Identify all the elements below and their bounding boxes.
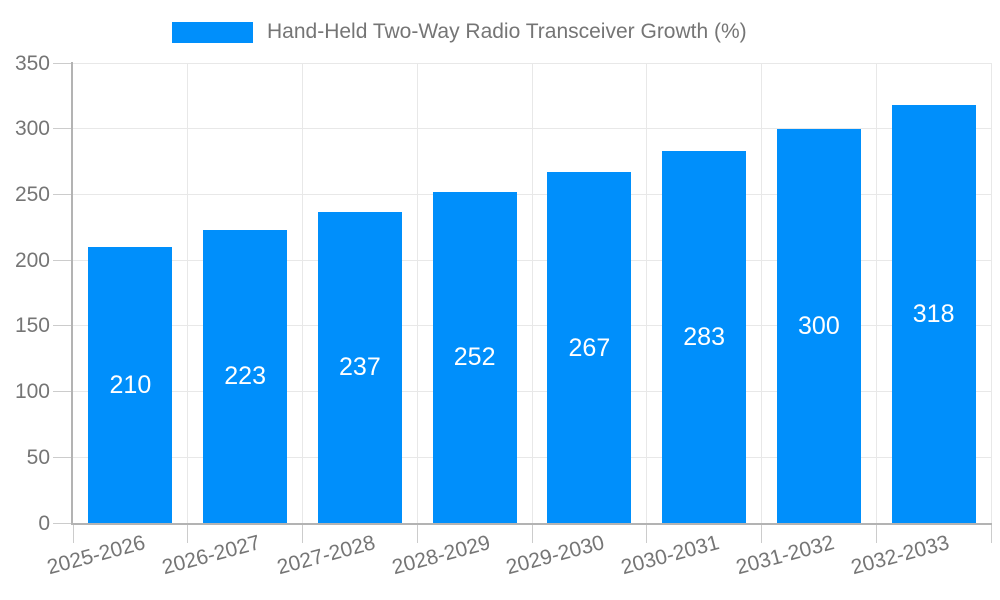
x-axis-tick (72, 523, 74, 543)
bar[interactable] (88, 247, 173, 523)
bar-value-label: 300 (798, 311, 840, 340)
bar[interactable] (891, 105, 976, 523)
x-gridline (646, 63, 648, 523)
bar-value-label: 283 (683, 323, 725, 352)
y-axis-tick (53, 391, 73, 393)
chart-legend[interactable]: Hand-Held Two-Way Radio Transceiver Grow… (172, 18, 747, 46)
y-axis-tick-label: 300 (14, 117, 50, 141)
bar[interactable] (662, 151, 747, 523)
bar[interactable] (432, 191, 517, 523)
x-axis-tick (761, 523, 762, 543)
legend-label: Hand-Held Two-Way Radio Transceiver Grow… (267, 20, 747, 43)
bar[interactable] (203, 229, 288, 523)
x-axis-tick (416, 523, 418, 543)
x-axis-tick (187, 523, 189, 543)
x-axis-tick (531, 523, 533, 543)
y-axis-tick-label: 150 (14, 314, 50, 338)
y-axis-tick (53, 259, 73, 261)
bar-value-label: 267 (568, 333, 611, 362)
y-axis-tick (53, 325, 73, 327)
x-gridline (761, 63, 762, 523)
y-axis-line (71, 62, 73, 525)
bar-value-label: 252 (453, 343, 496, 372)
bar-value-label: 318 (912, 300, 955, 329)
y-axis-tick-label: 0 (38, 511, 50, 535)
y-axis-tick-label: 250 (14, 182, 50, 206)
y-axis-tick (53, 128, 73, 130)
y-axis-tick-label: 100 (14, 380, 50, 404)
x-gridline (416, 63, 418, 523)
legend-swatch-icon[interactable] (172, 21, 253, 43)
x-axis-tick (875, 523, 877, 543)
y-axis-tick-label: 200 (14, 248, 50, 272)
bar[interactable] (547, 172, 632, 523)
bar[interactable] (776, 128, 861, 523)
y-axis-tick (53, 522, 73, 524)
x-gridline (875, 63, 877, 523)
bar-value-label: 210 (109, 371, 152, 399)
bar-value-label: 223 (224, 362, 266, 391)
x-axis-tick (646, 523, 648, 543)
y-axis-tick (53, 62, 73, 64)
bar[interactable] (317, 211, 402, 523)
x-axis-line (71, 523, 992, 525)
x-axis-tick (302, 523, 303, 543)
y-axis-tick (53, 456, 73, 458)
x-axis-tick (990, 523, 992, 543)
x-gridline (531, 63, 533, 523)
y-axis-tick (53, 193, 73, 195)
y-axis-tick-label: 50 (26, 445, 50, 469)
x-gridline (302, 63, 303, 523)
x-gridline (187, 63, 189, 523)
bar-value-label: 237 (339, 353, 381, 382)
x-gridline (990, 63, 992, 523)
y-axis-tick-label: 350 (14, 51, 50, 75)
